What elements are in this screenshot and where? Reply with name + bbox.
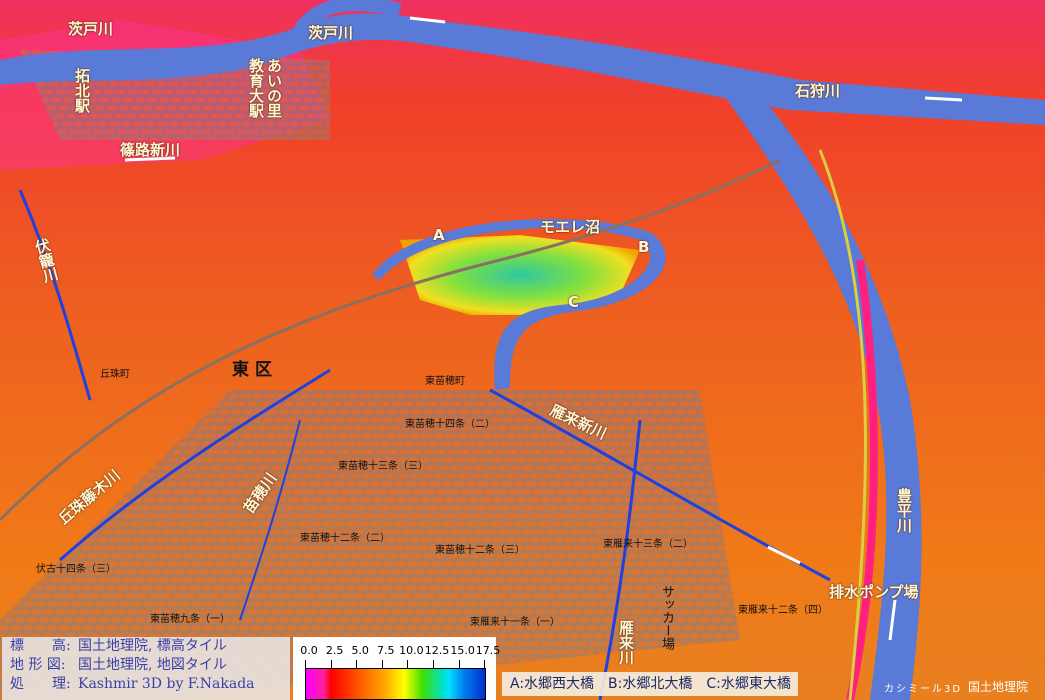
road (0, 158, 781, 522)
credit-process: 処 理: Kashmir 3D by F.Nakada (10, 676, 255, 692)
label-soccer-field: サッカー場 (659, 585, 674, 650)
label-kyoikudai-station: 教育大駅 (247, 58, 265, 118)
label-moere-numa: モエレ沼 (540, 218, 601, 236)
legend-tick: 15.0 (450, 644, 475, 657)
flow-arrow-icon (124, 156, 176, 162)
legend-tick: 17.5 (475, 644, 501, 657)
label-town: 東苗穂九条（一） (150, 614, 230, 625)
legend-color-bar (305, 668, 486, 700)
legend-tick-labels: 0.0 2.5 5.0 7.5 10.0 12.5 15.0 17.5 (297, 644, 500, 658)
gsi-watermark: 国土地理院 (968, 680, 1029, 694)
label-town: 東苗穂十三条（三） (338, 461, 428, 472)
legend-tick: 5.0 (351, 644, 369, 657)
river-embankment (846, 259, 878, 700)
flow-arrow-icon (409, 16, 446, 24)
legend-tick: 12.5 (424, 644, 450, 657)
okadama-fujiki-line (59, 368, 331, 562)
credit-terrain: 地 形 図: 国土地理院, 地図タイル (10, 657, 227, 673)
label-ishikari-river: 石狩川 (795, 82, 841, 100)
label-town: 丘珠町 (100, 369, 130, 380)
moere-numa-lake (372, 218, 666, 390)
label-town: 東苗穂十四条（二） (405, 419, 495, 430)
label-town: 東苗穂町 (425, 376, 465, 387)
kariki-river-line (598, 419, 642, 700)
bridge-marker-c: C (568, 293, 580, 311)
label-town: 東苗穂十二条（二） (300, 533, 390, 544)
label-drainage-pump: 排水ポンプ場 (829, 583, 919, 601)
bridge-marker-a: A (433, 226, 445, 244)
flow-arrow-icon (924, 96, 963, 102)
label-town: 東雁来十一条（一） (470, 617, 560, 628)
toyohira-river (720, 90, 922, 700)
label-barato-river: 茨戸川 (68, 20, 114, 38)
label-toyohira-river: 豊平川 (895, 488, 913, 533)
moerenuma-park (400, 235, 640, 315)
expressway (818, 149, 867, 700)
label-takuhoku-station: 拓北駅 (73, 68, 91, 113)
credits-panel: 標 高: 国土地理院, 標高タイル 地 形 図: 国土地理院, 地図タイル 処 理:… (2, 637, 290, 700)
legend-tick: 10.0 (399, 644, 424, 657)
label-town: 東雁来十二条（四） (738, 605, 828, 616)
kashmir-watermark: カシミール3D (884, 684, 963, 695)
elevation-legend: 0.0 2.5 5.0 7.5 10.0 12.5 15.0 17.5 (293, 637, 500, 700)
fushiko-river-line (18, 189, 92, 401)
naebo-river-line (239, 419, 301, 621)
label-barato-river: 茨戸川 (308, 24, 354, 42)
bridge-legend: A:水郷西大橋 B:水郷北大橋 C:水郷東大橋 (502, 672, 798, 696)
label-ainosato: あいの里 (265, 58, 283, 118)
label-shinoro-shinkawa: 篠路新川 (120, 141, 181, 159)
legend-tick: 0.0 (300, 644, 318, 657)
label-kariki-river: 雁来川 (617, 620, 635, 665)
ishikari-barato-river (0, 13, 1045, 125)
label-town: 東雁来十三条（二） (603, 539, 693, 550)
barato-river-bend (294, 0, 402, 35)
flow-arrow-icon (767, 545, 801, 565)
label-town: 東苗穂十二条（三） (435, 545, 525, 556)
legend-tick: 2.5 (325, 644, 344, 657)
credit-elevation: 標 高: 国土地理院, 標高タイル (10, 638, 227, 654)
label-town: 伏古十四条（三） (36, 564, 116, 575)
bridge-marker-b: B (638, 238, 650, 256)
flow-arrow-icon (888, 599, 897, 641)
legend-tick: 7.5 (377, 644, 395, 657)
label-higashi-ku: 東区 (232, 360, 278, 380)
urban-area-south (0, 390, 740, 700)
